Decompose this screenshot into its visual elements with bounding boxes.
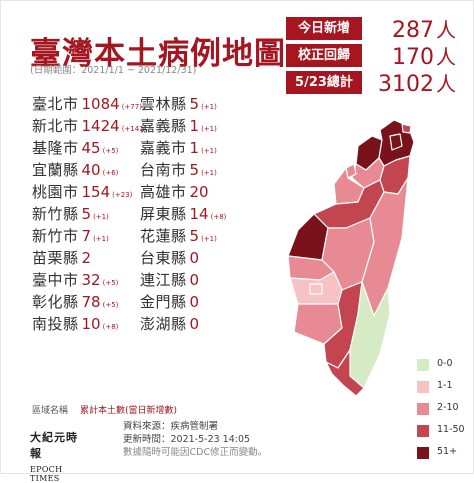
table-row: 新竹縣 5 (+1) 屏東縣 14 (+8) bbox=[32, 203, 242, 223]
county-entry: 高雄市 20 bbox=[140, 183, 209, 201]
county-entry: 新竹縣 5 (+1) bbox=[32, 205, 109, 223]
stat-label: 5/23總計 bbox=[286, 71, 362, 94]
stat-today: 今日新增 287 人 bbox=[286, 17, 456, 43]
county-entry: 連江縣 0 bbox=[140, 271, 200, 289]
stat-value: 287 人 bbox=[392, 18, 456, 43]
legend-swatch bbox=[417, 447, 429, 459]
legend-label: 2-10 bbox=[437, 402, 459, 413]
stat-backlog: 校正回歸 170 人 bbox=[286, 44, 456, 70]
county-entry: 桃園市 154 (+23) bbox=[32, 183, 133, 201]
logo-cn: 大紀元時報 bbox=[30, 431, 78, 460]
region-hualien bbox=[361, 177, 409, 317]
county-entry: 南投縣 10 (+8) bbox=[32, 315, 119, 333]
legend-label: 11-50 bbox=[437, 424, 465, 435]
caption-region: 區域名稱 bbox=[32, 406, 69, 416]
source-info: 資料來源：疾病管制署 更新時間：2021-5-23 14:05 數據隨時可能因C… bbox=[123, 420, 267, 459]
legend-swatch bbox=[417, 403, 429, 415]
county-entry: 雲林縣 5 (+1) bbox=[140, 95, 217, 113]
county-entry: 金門縣 0 bbox=[140, 293, 200, 311]
caption-count: 累計本土數(當日新增數) bbox=[80, 406, 178, 416]
logo-en: EPOCH TIMES bbox=[30, 465, 63, 483]
legend-label: 1-1 bbox=[437, 380, 453, 391]
epoch-times-logo: 大紀元時報 EPOCH TIMES bbox=[30, 429, 88, 483]
county-entry: 嘉義縣 1 (+1) bbox=[140, 117, 217, 135]
county-entry: 新北市 1424 (+142) bbox=[32, 117, 147, 135]
source-line: 資料來源：疾病管制署 bbox=[123, 421, 219, 432]
county-entry: 新竹市 7 (+1) bbox=[32, 227, 109, 245]
county-entry: 苗栗縣 2 bbox=[32, 249, 92, 267]
legend-swatch bbox=[417, 381, 429, 393]
stat-value: 170 人 bbox=[392, 45, 456, 70]
date-range: (日期範圍：2021/1/1 ~ 2021/12/31) bbox=[30, 65, 197, 76]
county-entry: 台東縣 0 bbox=[140, 249, 200, 267]
page-title: 臺灣本土病例地圖 bbox=[30, 36, 286, 72]
table-row: 苗栗縣 2 台東縣 0 bbox=[32, 247, 242, 267]
table-row: 南投縣 10 (+8) 澎湖縣 0 bbox=[32, 313, 242, 333]
stats-panel: 今日新增 287 人 校正回歸 170 人 5/23總計 3102 人 bbox=[286, 17, 456, 98]
legend-label: 51+ bbox=[437, 446, 458, 457]
legend-swatch bbox=[417, 425, 429, 437]
stat-total: 5/23總計 3102 人 bbox=[286, 71, 456, 97]
county-entry: 嘉義市 1 (+1) bbox=[140, 139, 217, 157]
source-note: 數據隨時可能因CDC修正而變動。 bbox=[123, 447, 268, 458]
region-chiayi-city bbox=[309, 283, 323, 295]
region-pingtung bbox=[325, 349, 365, 397]
table-row: 臺北市 1084 (+77) 雲林縣 5 (+1) bbox=[32, 93, 242, 113]
county-entry: 台南市 5 (+1) bbox=[140, 161, 217, 179]
legend-label: 0-0 bbox=[437, 358, 453, 369]
county-entry: 宜蘭縣 40 (+6) bbox=[32, 161, 119, 179]
update-time: 更新時間：2021-5-23 14:05 bbox=[123, 434, 251, 445]
region-taipei bbox=[389, 133, 403, 151]
table-row: 新北市 1424 (+142) 嘉義縣 1 (+1) bbox=[32, 115, 242, 135]
table-row: 基隆市 45 (+5) 嘉義市 1 (+1) bbox=[32, 137, 242, 157]
stat-value: 3102 人 bbox=[378, 72, 456, 97]
county-entry: 花蓮縣 5 (+1) bbox=[140, 227, 217, 245]
table-row: 臺中市 32 (+5) 連江縣 0 bbox=[32, 269, 242, 289]
table-row: 新竹市 7 (+1) 花蓮縣 5 (+1) bbox=[32, 225, 242, 245]
county-entry: 彰化縣 78 (+5) bbox=[32, 293, 119, 311]
region-keelung bbox=[401, 123, 412, 134]
table-row: 桃園市 154 (+23) 高雄市 20 bbox=[32, 181, 242, 201]
county-entry: 澎湖縣 0 bbox=[140, 315, 200, 333]
stat-label: 今日新增 bbox=[286, 17, 362, 40]
stat-label: 校正回歸 bbox=[286, 44, 362, 67]
table-row: 彰化縣 78 (+5) 金門縣 0 bbox=[32, 291, 242, 311]
county-entry: 屏東縣 14 (+8) bbox=[140, 205, 227, 223]
table-row: 宜蘭縣 40 (+6) 台南市 5 (+1) bbox=[32, 159, 242, 179]
county-entry: 臺中市 32 (+5) bbox=[32, 271, 119, 289]
taiwan-map bbox=[287, 119, 414, 397]
table-caption: 區域名稱 累計本土數(當日新增數) bbox=[32, 403, 177, 416]
county-entry: 基隆市 45 (+5) bbox=[32, 139, 119, 157]
legend-swatch bbox=[417, 359, 429, 371]
county-entry: 臺北市 1084 (+77) bbox=[32, 95, 142, 113]
